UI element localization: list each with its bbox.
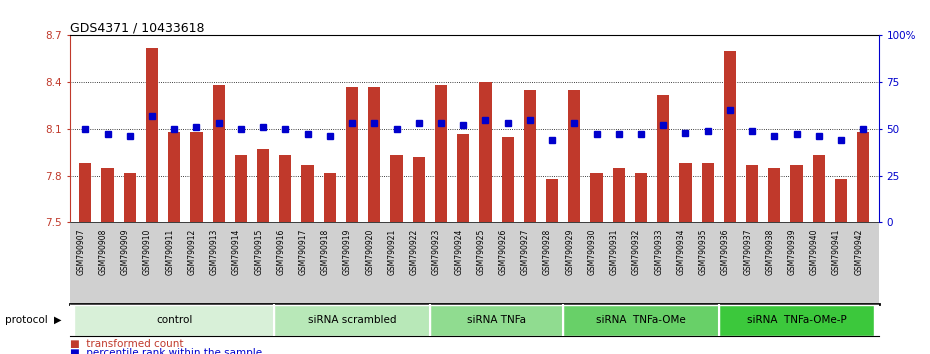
- Bar: [813, 155, 825, 354]
- Text: GSM790913: GSM790913: [209, 229, 219, 275]
- Bar: [234, 155, 247, 354]
- FancyBboxPatch shape: [74, 305, 274, 336]
- Text: GSM790934: GSM790934: [676, 229, 685, 275]
- Bar: [324, 172, 336, 354]
- Text: GSM790908: GSM790908: [99, 229, 108, 275]
- Text: GSM790938: GSM790938: [765, 229, 775, 275]
- Text: ■  percentile rank within the sample: ■ percentile rank within the sample: [70, 348, 262, 354]
- Bar: [479, 82, 492, 354]
- Bar: [101, 168, 113, 354]
- Text: protocol: protocol: [5, 315, 47, 325]
- Bar: [790, 165, 803, 354]
- Text: siRNA scrambled: siRNA scrambled: [308, 315, 396, 325]
- FancyBboxPatch shape: [274, 305, 430, 336]
- Text: GSM790912: GSM790912: [188, 229, 196, 275]
- Text: GSM790929: GSM790929: [565, 229, 575, 275]
- Bar: [524, 90, 536, 354]
- Text: GSM790909: GSM790909: [121, 229, 130, 275]
- Text: ▶: ▶: [54, 315, 61, 325]
- Text: GSM790926: GSM790926: [498, 229, 508, 275]
- Bar: [413, 157, 425, 354]
- Bar: [79, 163, 91, 354]
- Text: GSM790921: GSM790921: [388, 229, 396, 275]
- FancyBboxPatch shape: [564, 305, 719, 336]
- Text: GSM790936: GSM790936: [721, 229, 730, 275]
- Text: GSM790928: GSM790928: [543, 229, 552, 275]
- Text: GSM790927: GSM790927: [521, 229, 530, 275]
- Text: GSM790942: GSM790942: [855, 229, 863, 275]
- Text: GSM790924: GSM790924: [454, 229, 463, 275]
- Text: GSM790922: GSM790922: [410, 229, 418, 275]
- Text: GSM790941: GSM790941: [832, 229, 841, 275]
- Bar: [768, 168, 780, 354]
- Text: GDS4371 / 10433618: GDS4371 / 10433618: [70, 21, 205, 34]
- Bar: [679, 163, 692, 354]
- Bar: [257, 149, 270, 354]
- Bar: [746, 165, 758, 354]
- Bar: [213, 85, 225, 354]
- Text: GSM790937: GSM790937: [743, 229, 752, 275]
- Bar: [391, 155, 403, 354]
- Bar: [457, 133, 470, 354]
- Bar: [368, 87, 380, 354]
- Bar: [546, 179, 558, 354]
- Bar: [279, 155, 291, 354]
- Bar: [124, 172, 136, 354]
- Text: GSM790915: GSM790915: [254, 229, 263, 275]
- Text: GSM790916: GSM790916: [276, 229, 286, 275]
- Bar: [835, 179, 847, 354]
- Bar: [346, 87, 358, 354]
- Text: siRNA  TNFa-OMe: siRNA TNFa-OMe: [596, 315, 686, 325]
- FancyBboxPatch shape: [430, 305, 564, 336]
- Text: GSM790940: GSM790940: [810, 229, 818, 275]
- Text: GSM790907: GSM790907: [76, 229, 86, 275]
- Text: GSM790933: GSM790933: [654, 229, 663, 275]
- FancyBboxPatch shape: [719, 305, 874, 336]
- Text: GSM790910: GSM790910: [143, 229, 152, 275]
- Bar: [146, 48, 158, 354]
- Bar: [568, 90, 580, 354]
- Text: GSM790919: GSM790919: [343, 229, 352, 275]
- Text: GSM790914: GSM790914: [232, 229, 241, 275]
- Text: GSM790925: GSM790925: [476, 229, 485, 275]
- Bar: [857, 132, 870, 354]
- Text: GSM790930: GSM790930: [588, 229, 596, 275]
- Bar: [191, 132, 203, 354]
- Text: GSM790939: GSM790939: [788, 229, 797, 275]
- Text: GSM790911: GSM790911: [166, 229, 174, 275]
- Text: GSM790923: GSM790923: [432, 229, 441, 275]
- Text: control: control: [156, 315, 193, 325]
- Bar: [301, 165, 313, 354]
- Text: ■  transformed count: ■ transformed count: [70, 339, 183, 349]
- Bar: [501, 137, 513, 354]
- Bar: [168, 132, 180, 354]
- Bar: [635, 172, 647, 354]
- Text: GSM790931: GSM790931: [610, 229, 618, 275]
- Text: siRNA  TNFa-OMe-P: siRNA TNFa-OMe-P: [747, 315, 846, 325]
- Text: GSM790918: GSM790918: [321, 229, 330, 275]
- Text: GSM790932: GSM790932: [632, 229, 641, 275]
- Text: GSM790935: GSM790935: [698, 229, 708, 275]
- Text: GSM790917: GSM790917: [299, 229, 308, 275]
- Bar: [613, 168, 625, 354]
- Bar: [724, 51, 736, 354]
- Bar: [658, 95, 670, 354]
- Text: GSM790920: GSM790920: [365, 229, 374, 275]
- Text: siRNA TNFa: siRNA TNFa: [467, 315, 526, 325]
- Bar: [591, 172, 603, 354]
- Bar: [435, 85, 447, 354]
- Bar: [701, 163, 714, 354]
